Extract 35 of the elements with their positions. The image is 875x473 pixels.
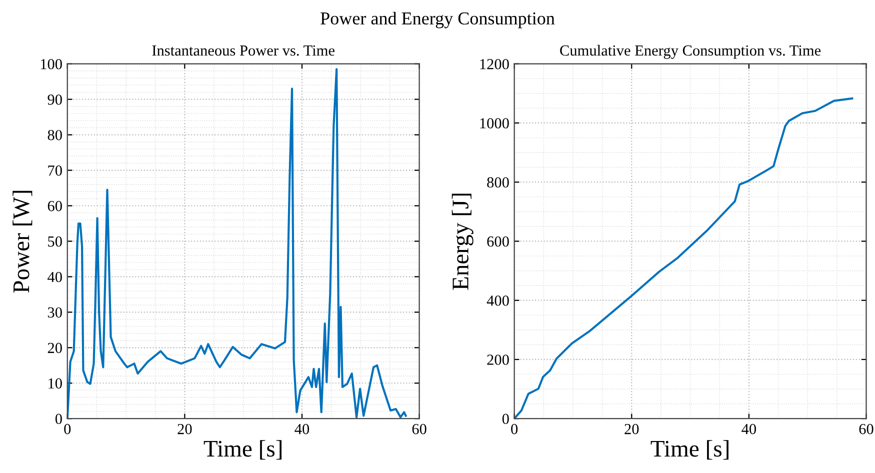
x-tick-label: 0 xyxy=(511,424,518,434)
line-series xyxy=(514,97,854,419)
y-tick-label: 70 xyxy=(48,165,62,176)
y-tick-label: 600 xyxy=(487,236,509,247)
y-tick-label: 50 xyxy=(48,236,62,247)
x-tick-label: 60 xyxy=(859,424,874,434)
y-tick-label: 40 xyxy=(48,272,62,282)
y-tick-label: 0 xyxy=(502,414,509,424)
x-tick-label: 0 xyxy=(64,424,71,434)
y-tick-label: 100 xyxy=(40,58,62,70)
y-tick-label: 200 xyxy=(487,354,509,365)
x-axis-title: Time [s] xyxy=(204,440,282,460)
y-tick-label: 800 xyxy=(487,177,509,188)
y-tick-label: 90 xyxy=(48,94,62,105)
y-axis-title: Power [W] xyxy=(12,190,32,293)
y-tick-label: 10 xyxy=(48,378,62,389)
x-tick-label: 60 xyxy=(412,424,426,434)
x-tick-label: 20 xyxy=(178,424,192,434)
y-tick-label: 80 xyxy=(48,130,62,140)
y-tick-label: 1200 xyxy=(480,58,509,70)
line-series xyxy=(67,68,407,419)
x-tick-label: 40 xyxy=(742,424,756,434)
y-tick-label: 1000 xyxy=(480,118,509,128)
chart-title: Cumulative Energy Consumption vs. Time xyxy=(560,44,821,59)
y-tick-label: 60 xyxy=(48,200,62,212)
x-tick-label: 40 xyxy=(294,424,310,434)
chart-title: Instantaneous Power vs. Time xyxy=(152,45,334,56)
y-tick-label: 400 xyxy=(486,295,509,306)
x-axis-title: Time [s] xyxy=(650,440,728,460)
text: Power and Energy Consumption xyxy=(320,12,555,28)
x-tick-label: 20 xyxy=(624,424,639,434)
y-tick-label: 0 xyxy=(55,414,62,424)
y-axis-title: Energy [J] xyxy=(452,194,474,290)
y-tick-label: 20 xyxy=(48,342,62,354)
y-tick-label: 30 xyxy=(48,307,62,318)
